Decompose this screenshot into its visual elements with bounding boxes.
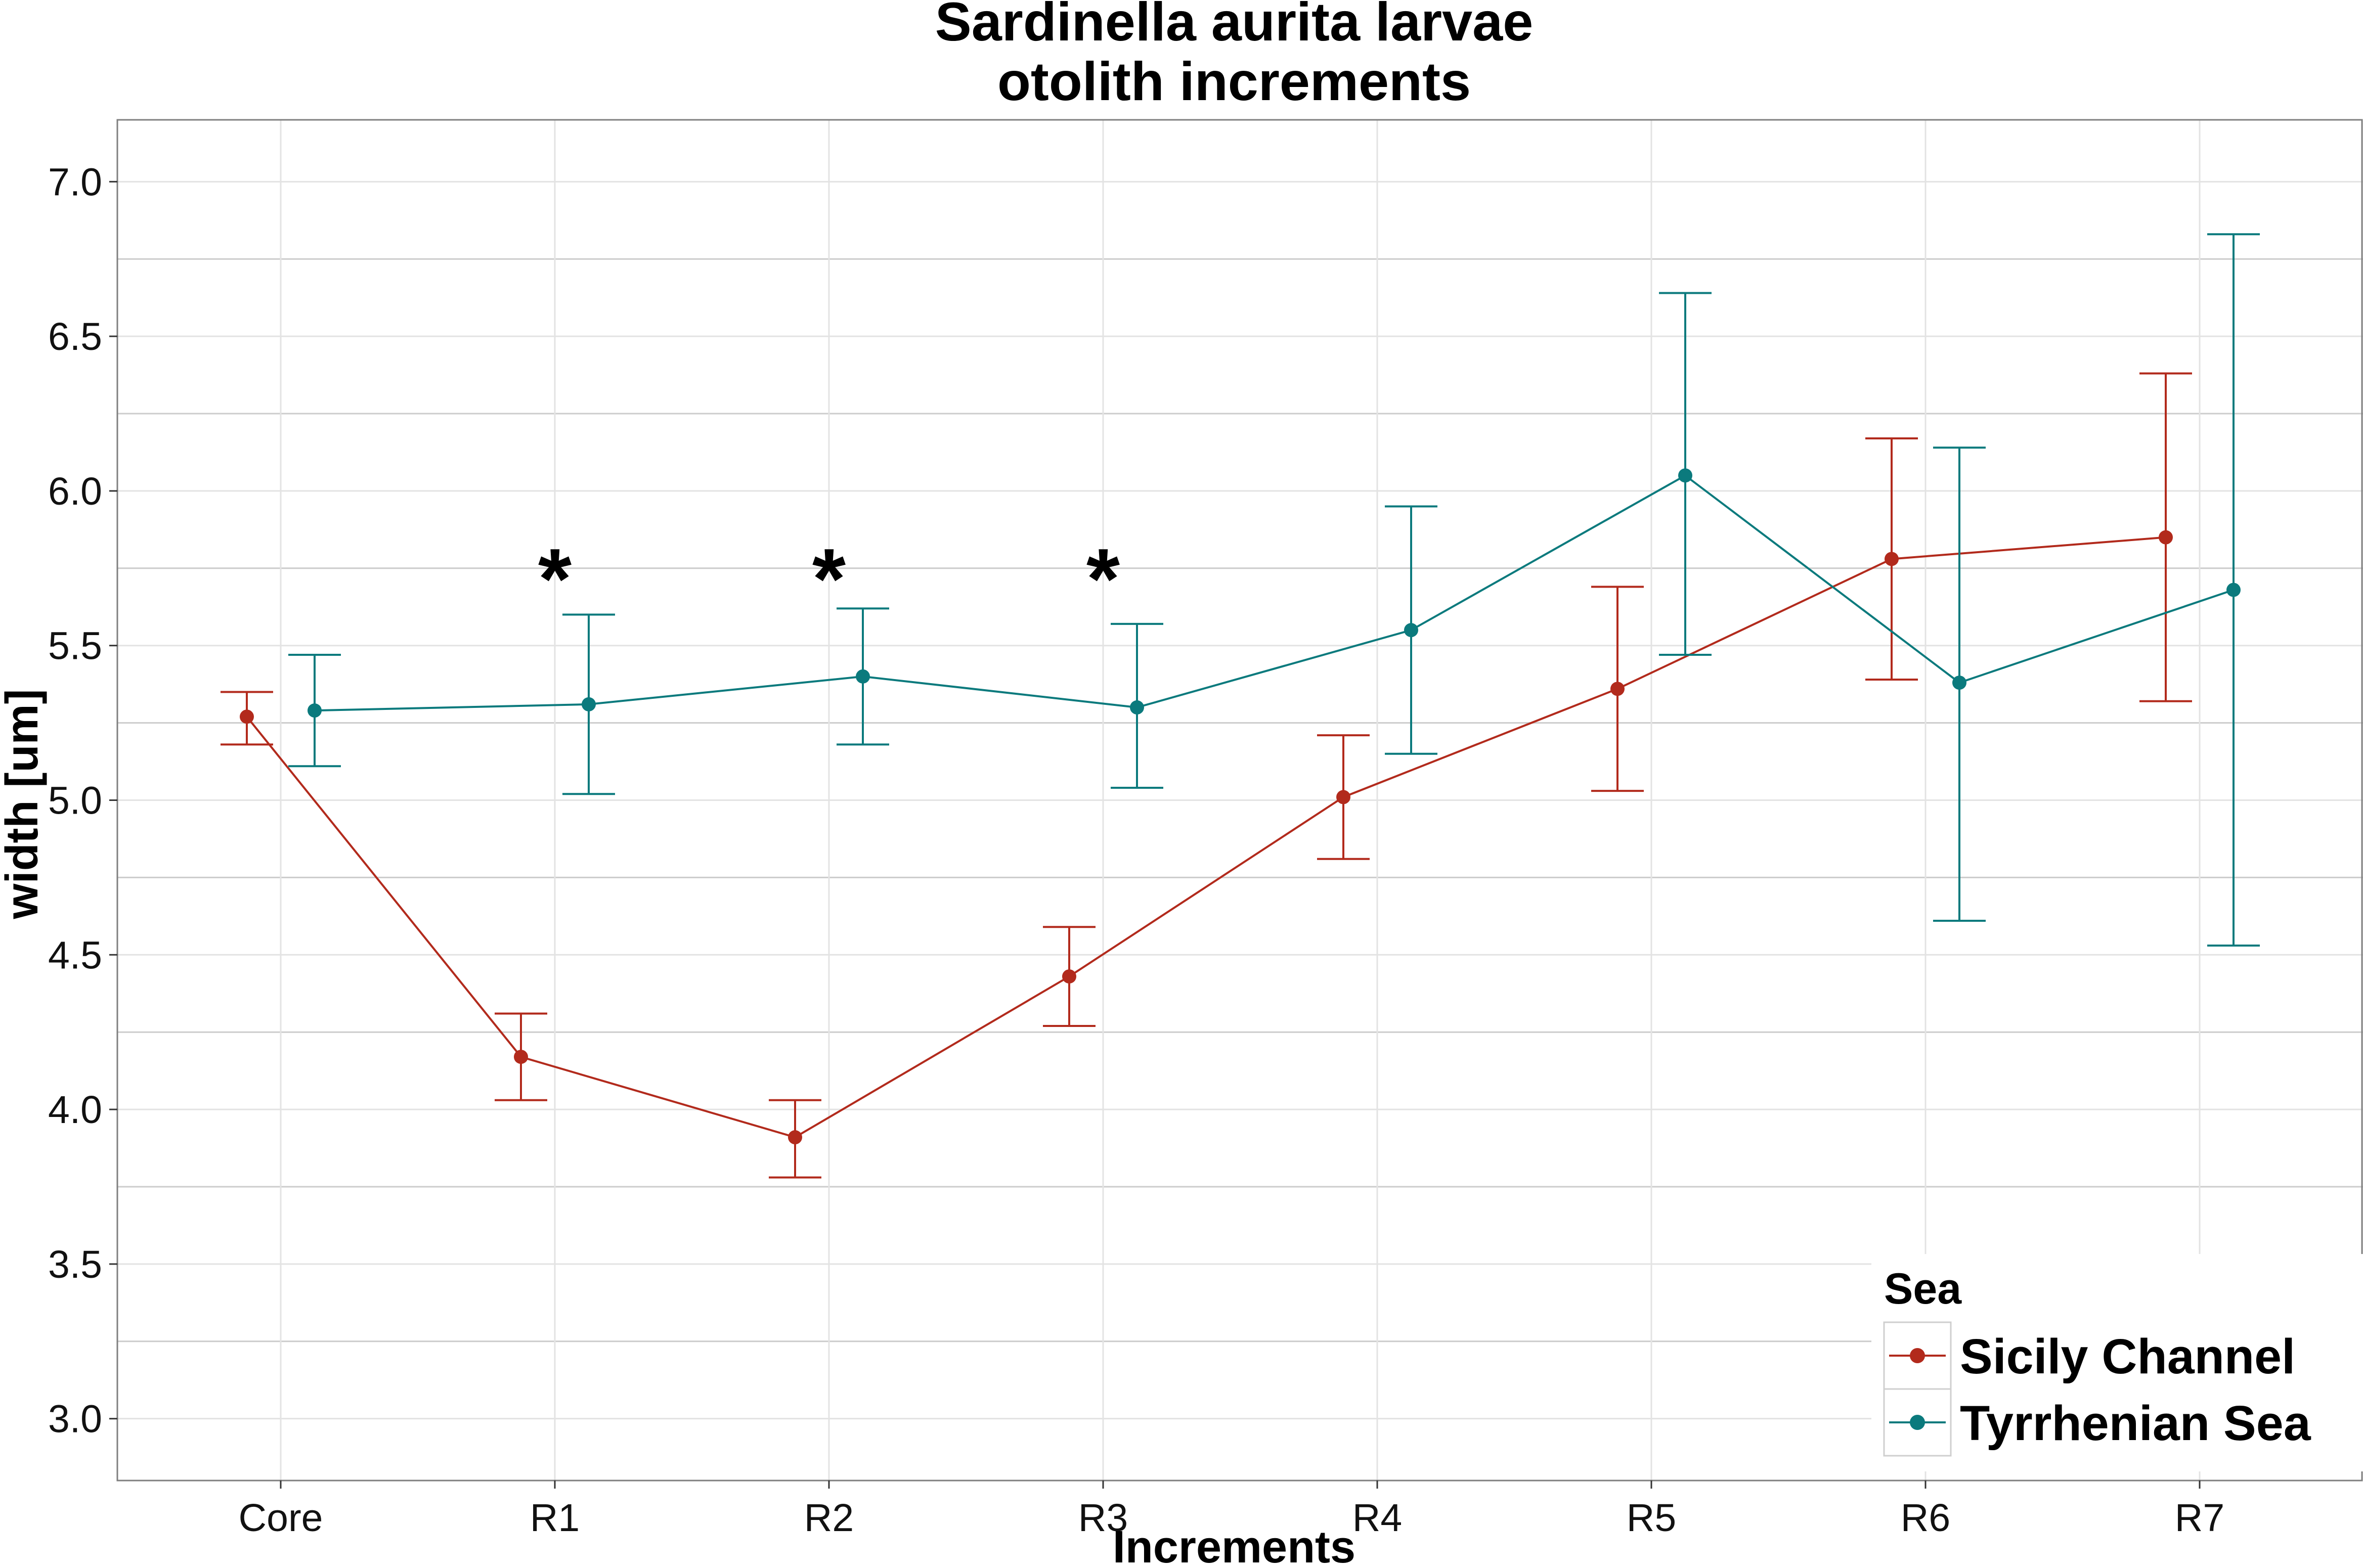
series-layer xyxy=(221,233,2260,1179)
x-tick-label: R1 xyxy=(530,1496,580,1540)
grid-minor xyxy=(117,258,2363,1342)
grid-major xyxy=(117,120,2363,1481)
y-tick-label: 3.0 xyxy=(48,1398,102,1441)
data-point xyxy=(788,1130,802,1145)
axis-ticks: 3.0 3.5 4.0 4.5 5.0 5.5 6.0 6.5 7.0 Core R1 R2 R3 R4 R… xyxy=(48,160,2224,1540)
data-point xyxy=(1885,552,1899,566)
data-point xyxy=(1336,790,1350,804)
series-line xyxy=(314,474,2234,712)
x-tick-label: R2 xyxy=(804,1496,854,1540)
significance-asterisk: * xyxy=(1086,531,1120,627)
legend-label-sicily: Sicily Channel xyxy=(1960,1329,2295,1384)
y-axis-title: width [um] xyxy=(0,689,48,920)
x-tick-label: R5 xyxy=(1627,1496,1676,1540)
legend-key-dot-sicily xyxy=(1910,1348,1925,1363)
x-tick-label: R3 xyxy=(1078,1496,1128,1540)
data-point xyxy=(1678,468,1692,483)
x-axis-title: Increments xyxy=(1113,1522,1355,1568)
data-point xyxy=(308,703,322,718)
x-tick-label: R4 xyxy=(1352,1496,1402,1540)
x-tick-label: R6 xyxy=(1901,1496,1950,1540)
y-tick-label: 6.0 xyxy=(48,470,102,513)
y-tick-label: 6.5 xyxy=(48,315,102,359)
y-tick-label: 4.5 xyxy=(48,933,102,977)
y-tick-label: 5.5 xyxy=(48,624,102,668)
significance-asterisk: * xyxy=(538,531,572,627)
data-point xyxy=(240,709,254,724)
legend: Sea Sicily Channel Tyrrhenian Sea xyxy=(1871,1254,2363,1471)
y-tick-label: 4.0 xyxy=(48,1088,102,1132)
x-tick-label: Core xyxy=(239,1496,323,1540)
legend-label-tyrrhenian: Tyrrhenian Sea xyxy=(1960,1396,2311,1451)
data-point xyxy=(1062,969,1076,984)
data-point xyxy=(856,669,870,684)
chart-title-line-1: Sardinella aurita larvae xyxy=(935,0,1534,52)
series-line xyxy=(246,536,2166,1139)
legend-key-dot-tyrrhenian xyxy=(1910,1415,1925,1430)
chart-title-line-2: otolith increments xyxy=(997,51,1471,112)
y-tick-label: 3.5 xyxy=(48,1243,102,1286)
significance-asterisk: * xyxy=(812,531,846,627)
y-tick-label: 7.0 xyxy=(48,160,102,204)
annotation-layer: * * * xyxy=(538,531,1120,627)
legend-title: Sea xyxy=(1884,1265,1962,1313)
data-point xyxy=(1610,682,1625,696)
y-tick-label: 5.0 xyxy=(48,779,102,823)
data-point xyxy=(1130,700,1144,715)
data-point xyxy=(2159,530,2173,545)
legend-background xyxy=(1871,1254,2363,1471)
series-tyrrhenian-sea xyxy=(288,233,2260,947)
data-point xyxy=(582,697,596,711)
x-tick-label: R7 xyxy=(2175,1496,2224,1540)
data-point xyxy=(2226,583,2241,597)
series-sicily-channel xyxy=(221,372,2192,1179)
data-point xyxy=(514,1050,528,1064)
data-point xyxy=(1404,623,1418,638)
data-point xyxy=(1952,676,1966,690)
